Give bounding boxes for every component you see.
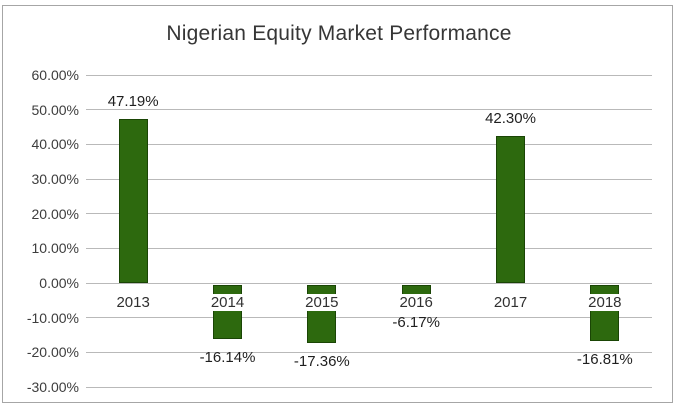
value-label-2014: -16.14% (199, 348, 256, 366)
y-axis-tick-label-20: 20.00% (31, 205, 79, 222)
gridline-0 (86, 282, 652, 284)
category-label-2018: 2018 (583, 294, 627, 311)
bar-2013 (118, 119, 148, 283)
category-label-2014: 2014 (205, 294, 250, 311)
y-axis-tick-label-30: 30.00% (31, 171, 79, 187)
gridline--20 (86, 351, 652, 353)
category-label-2013: 2013 (111, 294, 155, 311)
gridline-20 (86, 213, 652, 215)
gridline-60 (86, 74, 652, 76)
gridline-10 (86, 247, 652, 249)
gridline--10 (86, 317, 652, 319)
y-axis-tick-label--30: -30.00% (26, 379, 79, 395)
y-axis-tick-label-10: 10.00% (31, 240, 79, 257)
category-label-2017: 2017 (488, 294, 533, 311)
chart-title: Nigerian Equity Market Performance (166, 22, 512, 45)
y-axis-tick-label--20: -20.00% (26, 344, 79, 361)
bar-2014 (213, 285, 242, 339)
value-label-2018: -16.81% (576, 351, 633, 369)
y-axis-tick-label-40: 40.00% (31, 136, 79, 153)
value-label-2016: -6.17% (392, 314, 440, 332)
y-axis-tick-label-60: 60.00% (31, 67, 79, 83)
y-axis-tick-label-50: 50.00% (31, 101, 79, 118)
chart-border (2, 5, 673, 403)
value-label-2017: 42.30% (485, 110, 536, 128)
bar-2017 (496, 136, 525, 283)
category-label-2016: 2016 (394, 294, 438, 311)
y-axis-tick-label--10: -10.00% (26, 309, 79, 326)
gridline-40 (86, 143, 652, 145)
category-label-2015: 2015 (300, 294, 344, 311)
y-axis-tick-label-0: 0.00% (39, 275, 79, 291)
gridline-50 (86, 109, 652, 111)
gridline-30 (86, 178, 652, 180)
gridline--30 (86, 386, 652, 388)
value-label-2013: 47.19% (107, 93, 159, 111)
value-label-2015: -17.36% (293, 353, 350, 371)
